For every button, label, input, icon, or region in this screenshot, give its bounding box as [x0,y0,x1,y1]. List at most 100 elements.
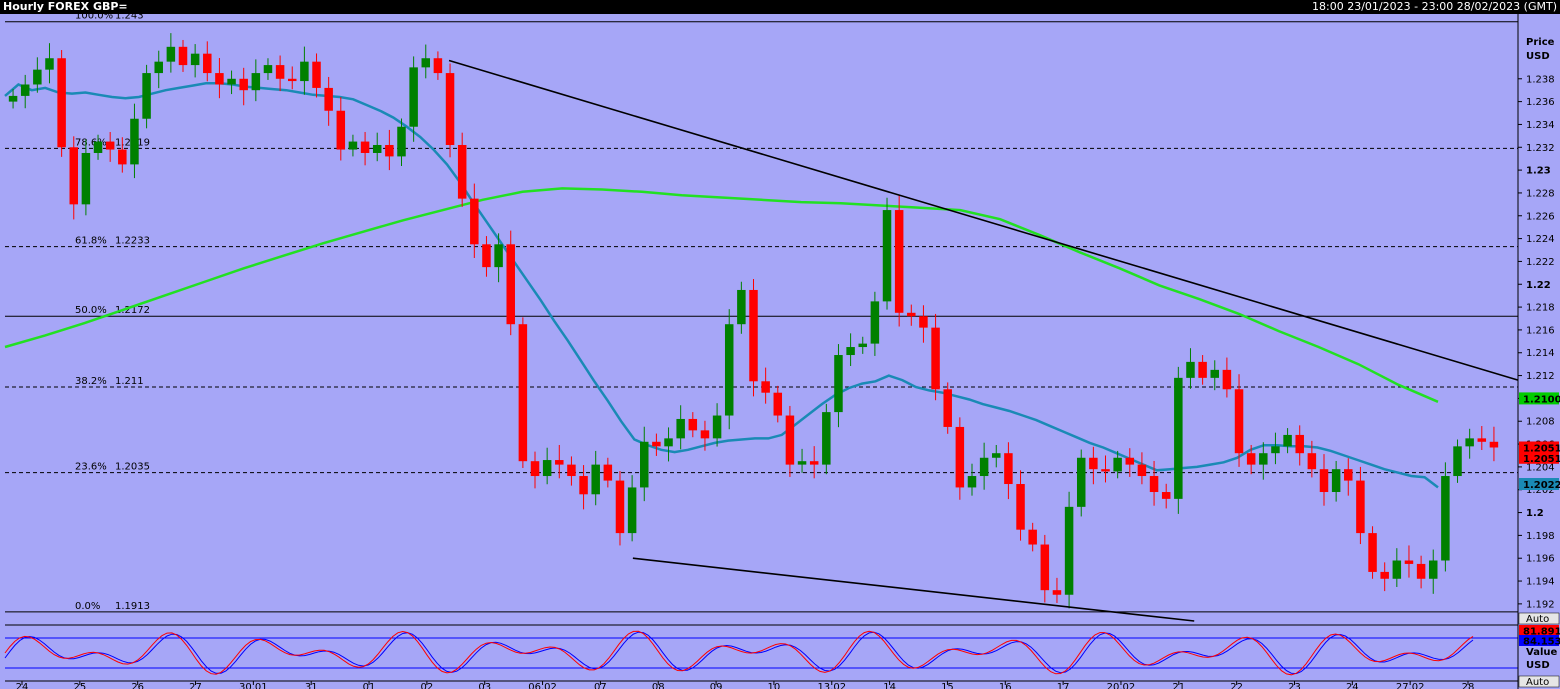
price-axis: Price USD 1.1921.1941.1961.1981.21.2021.… [1517,14,1560,689]
candle-body [33,69,42,85]
time-axis: 24 25 26 27 30.01 31 01 02 03 06.02 07 08 09 10 13.02 1… [5,680,1518,689]
candle-body [142,73,151,119]
y-tick-label: 1.2 [1526,508,1544,519]
candle-body [1465,438,1474,447]
candle-body [1052,590,1062,595]
fib-value-label: 1.2172 [115,305,150,316]
price-tag-label: 1.2051 [1523,454,1560,465]
candle-body [591,464,600,495]
osc-axis-unit: USD [1526,660,1550,671]
candle-body [809,461,819,465]
candle-body [1344,469,1353,481]
candle-body [1222,369,1232,390]
auto-scale-button[interactable] [1518,612,1560,625]
x-tick-label: 28 [1462,682,1475,689]
x-tick-label: 08 [652,682,665,689]
candle-body [1089,457,1098,470]
candle-body [93,141,103,153]
candle-body [882,210,892,302]
osc-k-line [4,630,1474,676]
candle-body [227,78,236,85]
candle-body [907,312,916,317]
price-tag-label: 1.2100 [1523,394,1560,405]
candle-body [118,149,127,165]
candle-body [664,438,673,447]
candle-body [1489,441,1499,448]
price-tag [1519,451,1559,464]
x-tick-label: 13.02 [817,682,846,689]
candle-body [712,415,722,439]
candle-body [822,412,831,465]
candle-body [421,58,431,68]
osc-auto-scale-button[interactable] [1518,675,1560,688]
fib-value-label: 1.243 [115,11,144,22]
candle-body [239,78,248,91]
y-tick-label: 1.202 [1526,485,1555,496]
candle-body [700,430,710,439]
y-tick-label: 1.224 [1526,234,1555,245]
candle-body [251,73,261,91]
stochastic-oscillator [4,624,1518,676]
candle-body [1198,361,1207,378]
y-tick-label: 1.232 [1526,143,1555,154]
candlesticks [8,33,1499,609]
chart-title: Hourly FOREX GBP= [3,0,128,13]
osc-axis-title: Value [1526,647,1557,658]
x-tick-label: 09 [710,682,723,689]
osc-k-tag [1519,625,1559,636]
candle-body [433,58,443,74]
x-tick-label: 24 [16,682,29,689]
candle-body [215,73,224,85]
candle-body [166,46,176,62]
candle-body [348,141,358,150]
candle-body [1004,453,1013,485]
auto-scale-label[interactable]: Auto [1526,614,1549,625]
candle-body [1368,533,1377,572]
x-tick-label: 31 [305,682,318,689]
candle-body [1271,446,1280,454]
y-tick-label: 1.192 [1526,599,1555,610]
candle-body [530,461,540,477]
y-tick-label: 1.196 [1526,554,1555,565]
candle-body [105,141,115,150]
osc-auto-scale-label[interactable]: Auto [1526,677,1549,688]
x-tick-label: 03 [478,682,491,689]
candle-body [482,244,491,268]
candle-body [20,84,30,96]
y-tick-label: 1.22 [1526,280,1551,291]
y-tick-label: 1.204 [1526,462,1555,473]
price-tag [1519,392,1559,405]
candle-body [506,244,515,325]
fib-pct-label: 23.6% [75,462,107,473]
candle-body [457,144,467,199]
fib-value-label: 1.1913 [115,601,150,612]
candle-body [45,58,54,70]
candle-body [1125,457,1135,465]
candle-body [1149,476,1159,493]
candle-body [1307,453,1317,470]
x-tick-label: 17 [1057,682,1070,689]
osc-k-value: 81.891 [1523,627,1560,638]
x-tick-label: 16 [999,682,1012,689]
x-tick-label: 26 [131,682,144,689]
candle-body [445,73,455,145]
candle-body [724,324,734,416]
candle-body [1161,492,1171,499]
candle-body [846,347,855,356]
trendlines [448,59,1519,622]
candle-body [8,95,18,102]
candle-body [69,147,79,205]
fib-pct-label: 78.6% [75,137,107,148]
x-tick-label: 15 [941,682,954,689]
candle-body [737,289,746,325]
candle-body [1404,560,1414,564]
y-tick-label: 1.208 [1526,417,1555,428]
candle-body [372,144,382,153]
candle-body [773,392,783,416]
upper-trendline [448,59,1519,381]
candle-body [1380,571,1389,579]
candle-body [652,441,661,447]
candle-body [761,381,770,393]
candle-body [785,415,795,465]
